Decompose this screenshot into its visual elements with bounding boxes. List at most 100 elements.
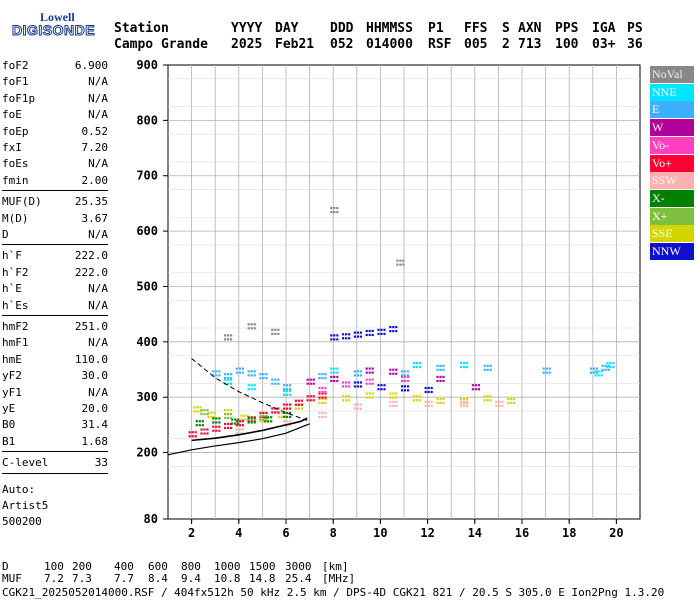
echo-point [191,431,194,434]
param-row: foEs N/A [2,156,108,172]
param-row: h`F2 222.0 [2,265,108,281]
echo-point [466,404,469,407]
echo-point [442,375,445,379]
footer-row-value: 10.8 [214,572,241,585]
logo-digisonde: DIGISONDE [11,22,96,39]
echo-point [365,396,368,399]
echo-point [402,263,405,266]
echo-point [264,416,267,419]
echo-point [247,417,250,420]
echo-point [321,373,324,376]
echo-point [371,329,374,333]
echo-point [460,401,463,405]
param-label: yF1 [2,385,22,399]
echo-point [218,425,221,428]
echo-point [207,411,210,415]
param-label: hmE [2,352,22,366]
echo-point [212,425,215,428]
echo-point [356,374,359,377]
echo-point [250,417,253,420]
echo-point [312,395,315,398]
echo-point [436,375,439,379]
echo-point [247,323,250,326]
echo-point [212,370,215,373]
echo-point [200,428,203,431]
echo-point [345,333,348,336]
echo-point [489,364,492,367]
echo-point [495,400,498,403]
echo-point [477,388,480,391]
echo-point [368,382,371,385]
echo-point [436,364,439,367]
echo-point [330,206,333,210]
echo-point [377,332,380,335]
echo-point [265,411,268,415]
param-value: N/A [88,157,108,171]
echo-point [383,328,386,331]
echo-point [321,390,324,394]
echo-point [359,381,362,384]
echo-point [359,335,362,338]
footer-row-value: 7.7 [114,572,134,585]
echo-point [466,401,469,405]
param-value: N/A [88,298,108,312]
echo-point [463,397,466,401]
echo-point [348,333,351,336]
echo-point [300,407,303,410]
echo-point [371,382,374,385]
param-label: foEs [2,157,29,171]
echo-point [235,367,238,370]
echo-point [196,410,199,413]
echo-point [604,364,607,367]
legend-item: NNW [650,243,694,260]
echo-point [203,432,206,435]
echo-point [289,415,292,419]
echo-point [427,386,430,390]
echo-point [342,337,345,340]
echo-point [595,367,598,370]
echo-point [235,420,238,423]
echo-point [281,411,284,415]
series-x [200,409,268,421]
param-label: D [2,228,9,241]
echo-point [224,426,227,430]
legend-item: NoVal [650,66,694,83]
echo-point [595,371,598,374]
echo-point [356,407,359,410]
echo-point [196,406,199,409]
echo-point [489,395,492,398]
echo-point [283,420,286,423]
echo-point [483,368,486,371]
echo-point [392,396,395,399]
echo-point [286,389,289,392]
echo-point [210,411,213,415]
footer-row-value: 200 [72,560,92,573]
echo-point [250,421,253,424]
echo-point [424,390,427,394]
echo-point [227,334,230,337]
echo-point [407,385,410,388]
echo-point [227,416,230,420]
echo-point [265,418,268,421]
footer-row-value: 7.2 [44,572,64,585]
echo-point [359,370,362,373]
echo-point [466,361,469,365]
echo-point [286,407,289,410]
echo-point [424,386,427,390]
echo-point [235,432,238,435]
param-value: 20.0 [81,402,109,415]
echo-point [498,404,501,407]
echo-point [333,375,336,379]
echo-point [418,395,421,398]
param-value: N/A [88,228,108,241]
param-row: hmF1 N/A [2,335,108,351]
echo-point [324,390,327,394]
echo-point [442,364,445,367]
param-label: foE [2,108,22,122]
echo-point [230,334,233,337]
echo-point [401,379,404,383]
echo-point [513,401,516,405]
echo-point [356,370,359,373]
legend-item: X- [650,189,694,207]
echo-point [365,333,368,337]
